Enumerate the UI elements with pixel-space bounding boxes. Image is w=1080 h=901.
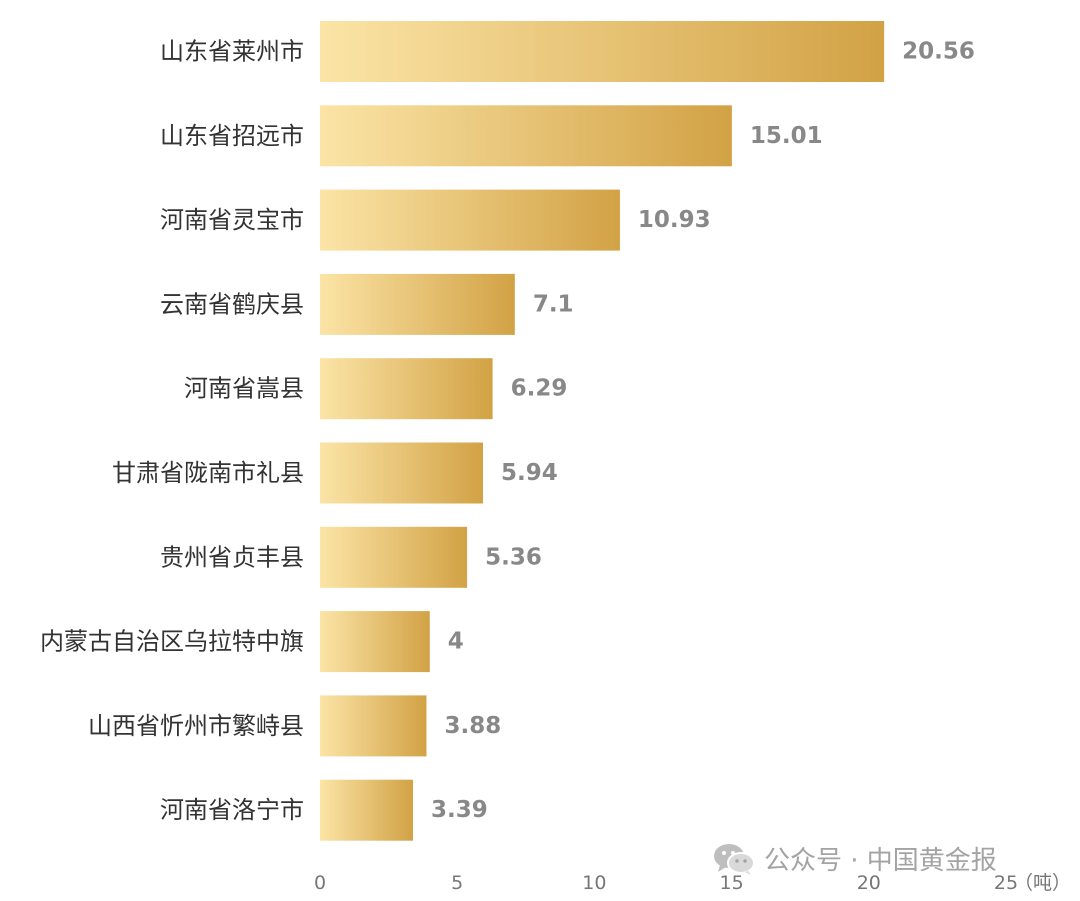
bar	[320, 105, 732, 167]
bar	[320, 526, 468, 588]
x-tick-label: 5	[451, 872, 463, 894]
bar	[320, 611, 430, 673]
wechat-icon	[714, 843, 755, 875]
bar	[320, 189, 620, 251]
watermark-text: 公众号 · 中国黄金报	[764, 846, 997, 876]
bar	[320, 779, 414, 841]
value-label: 3.88	[444, 713, 501, 739]
category-label: 云南省鹤庆县	[160, 290, 304, 318]
category-label: 贵州省贞丰县	[160, 543, 304, 571]
value-label: 7.1	[533, 291, 574, 317]
bar	[320, 695, 427, 757]
value-label: 10.93	[638, 207, 711, 233]
value-label: 4	[448, 629, 464, 655]
x-axis: 0 5 10 15 20 25（吨）	[314, 872, 1071, 894]
value-label: 5.94	[501, 460, 558, 486]
value-label: 6.29	[511, 376, 568, 402]
x-tick-label: 0	[314, 872, 326, 894]
category-label: 山东省莱州市	[160, 38, 304, 66]
category-labels: 山东省莱州市山东省招远市河南省灵宝市云南省鹤庆县河南省嵩县甘肃省陇南市礼县贵州省…	[40, 38, 304, 825]
category-label: 河南省嵩县	[184, 375, 304, 403]
x-tick-label: 25	[994, 872, 1018, 894]
bar	[320, 273, 515, 335]
category-label: 内蒙古自治区乌拉特中旗	[40, 628, 304, 656]
category-label: 山西省忻州市繁峙县	[88, 712, 304, 740]
category-label: 甘肃省陇南市礼县	[112, 459, 304, 487]
bar	[320, 358, 493, 420]
value-label: 15.01	[750, 123, 823, 149]
category-label: 河南省灵宝市	[160, 206, 304, 234]
value-label: 20.56	[902, 39, 975, 65]
watermark: 公众号 · 中国黄金报	[712, 840, 997, 877]
x-axis-unit: （吨）	[1014, 872, 1071, 894]
bar	[320, 442, 483, 504]
value-label: 5.36	[485, 544, 542, 570]
x-tick-label: 10	[582, 872, 606, 894]
bars-layer	[320, 21, 885, 841]
bar	[320, 21, 885, 82]
value-label: 3.39	[431, 797, 488, 823]
category-label: 山东省招远市	[160, 122, 304, 150]
category-label: 河南省洛宁市	[160, 796, 304, 824]
value-labels: 20.56 15.01 10.93 7.1 6.29 5.94 5.36 4 3.88 3.39	[431, 39, 975, 824]
x-tick-label: 20	[857, 872, 881, 894]
x-tick-label: 15	[720, 872, 744, 894]
